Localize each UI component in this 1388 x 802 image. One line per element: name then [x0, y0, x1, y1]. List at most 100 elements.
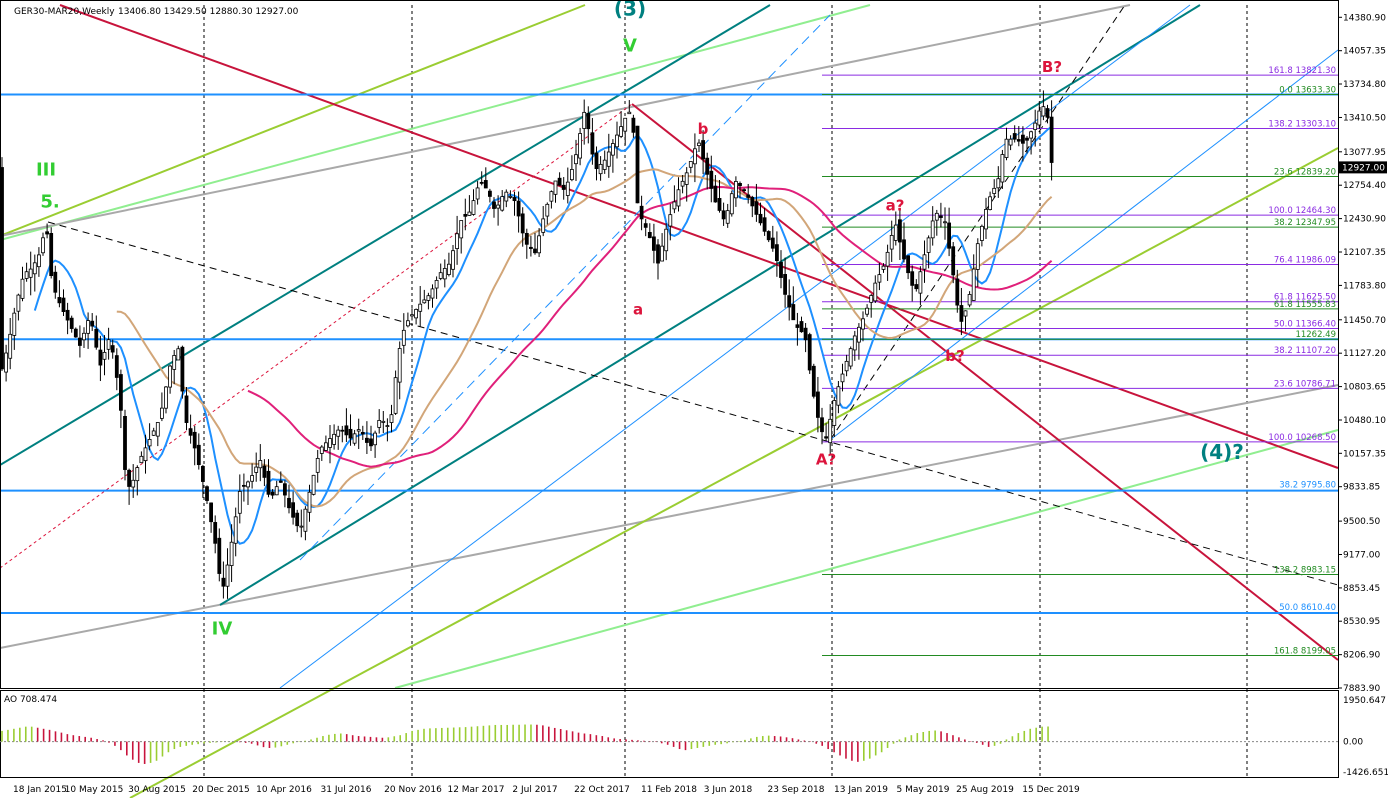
candle	[438, 263, 443, 281]
y-tick-label: 9177.00	[1343, 551, 1380, 561]
candle	[893, 211, 898, 246]
y-tick-label: 10480.10	[1343, 416, 1386, 426]
trend-line-gray-lower	[0, 384, 1339, 649]
candle-body	[475, 187, 480, 200]
wave-label: III	[36, 159, 56, 180]
candle-body	[660, 245, 664, 262]
candle-body	[615, 134, 619, 148]
channel-crimson-upper	[59, 4, 1339, 469]
candle	[418, 286, 423, 327]
candle-body	[754, 201, 759, 215]
candle-body	[16, 294, 21, 312]
candle	[520, 207, 525, 247]
candle	[693, 133, 697, 183]
candle-body	[8, 333, 13, 359]
candle-body	[967, 294, 972, 306]
candle-body	[680, 180, 685, 187]
candle	[1000, 149, 1005, 189]
candle	[910, 265, 915, 302]
candle	[328, 425, 332, 464]
candle	[701, 130, 705, 175]
candle	[65, 302, 70, 335]
candle-body	[98, 349, 103, 366]
candle	[930, 206, 935, 246]
candle	[516, 191, 521, 233]
candle	[377, 409, 382, 434]
candle-body	[78, 337, 82, 346]
candle	[926, 235, 931, 269]
y-tick-label: 9500.50	[1343, 517, 1380, 527]
candle	[241, 473, 246, 502]
candle-body	[992, 187, 997, 194]
wave-label: IV	[212, 619, 233, 640]
candle-body	[717, 198, 722, 211]
candle	[496, 195, 501, 226]
candle-body	[807, 334, 812, 371]
ao-axis-label: 1950.647	[1343, 696, 1386, 706]
candle	[471, 189, 476, 216]
candle-body	[565, 181, 570, 196]
candle-body	[270, 491, 275, 496]
candle-body	[902, 239, 906, 260]
candle	[676, 177, 681, 212]
ao-title: AO 708.474	[4, 695, 57, 705]
candle	[41, 232, 45, 256]
candle-body	[533, 248, 537, 254]
x-tick-label: 23 Sep 2018	[767, 785, 824, 795]
candle	[385, 418, 390, 442]
trend-line-gray	[0, 4, 1131, 237]
candle	[635, 125, 640, 204]
price-panel-frame	[0, 0, 1339, 689]
candle-body	[90, 320, 95, 327]
candle	[434, 276, 439, 299]
candle-body	[656, 244, 660, 264]
candle-body	[906, 255, 910, 274]
candle	[750, 195, 755, 218]
candle-body	[434, 280, 439, 289]
candle-body	[557, 177, 562, 186]
candle	[266, 459, 271, 498]
candle-body	[893, 224, 898, 241]
candle-body	[274, 486, 279, 496]
candle	[463, 198, 468, 231]
fib-label: 61.8 11625.50	[1274, 293, 1336, 303]
candle	[270, 489, 275, 499]
candle-body	[1029, 131, 1033, 139]
candle-body	[943, 221, 947, 224]
candle	[237, 474, 242, 524]
y-tick-label: 13077.95	[1343, 148, 1386, 158]
x-tick-label: 20 Dec 2015	[192, 785, 250, 795]
candle	[967, 291, 972, 308]
candle-body	[299, 525, 304, 528]
ma-magenta	[247, 185, 1053, 468]
candle-body	[94, 328, 99, 348]
candle	[664, 223, 669, 261]
candle	[615, 121, 619, 159]
candle	[475, 181, 480, 205]
candle-body	[45, 231, 49, 235]
candle	[672, 185, 677, 214]
candle-body	[139, 455, 144, 464]
ao-axis-label: -1426.651	[1343, 768, 1388, 778]
candle-body	[1045, 108, 1050, 118]
candle-body	[241, 484, 246, 487]
candle	[565, 167, 570, 204]
candle-body	[24, 271, 29, 279]
candle-body	[553, 180, 558, 195]
candle	[922, 240, 927, 283]
candle	[1008, 135, 1013, 151]
candle-body	[623, 117, 628, 132]
candle-body	[278, 480, 283, 483]
channel-blue-thin-2	[829, 49, 1339, 441]
candle	[32, 254, 37, 292]
candle	[561, 177, 566, 200]
candle-body	[1025, 137, 1029, 141]
candle	[1037, 101, 1042, 130]
candle	[885, 244, 890, 281]
y-tick-label: 7883.90	[1343, 684, 1380, 694]
candle	[155, 422, 160, 447]
candle-body	[980, 225, 984, 241]
wave-label: (4)?	[1200, 440, 1244, 464]
candle	[114, 348, 119, 391]
